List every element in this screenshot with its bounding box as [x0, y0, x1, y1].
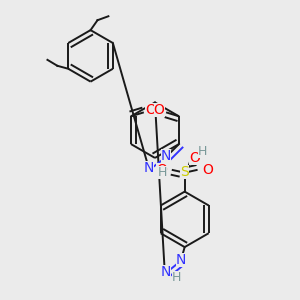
Text: S: S: [180, 165, 189, 179]
Text: N: N: [144, 161, 154, 175]
Text: O: O: [154, 103, 165, 117]
Text: N: N: [176, 253, 186, 267]
Text: H: H: [172, 271, 182, 284]
Text: H: H: [198, 146, 207, 158]
Text: N: N: [161, 149, 171, 163]
Text: N: N: [161, 265, 171, 279]
Text: O: O: [189, 151, 200, 165]
Text: O: O: [145, 103, 156, 117]
Text: O: O: [157, 163, 167, 177]
Text: H: H: [158, 166, 167, 179]
Text: O: O: [202, 163, 213, 177]
